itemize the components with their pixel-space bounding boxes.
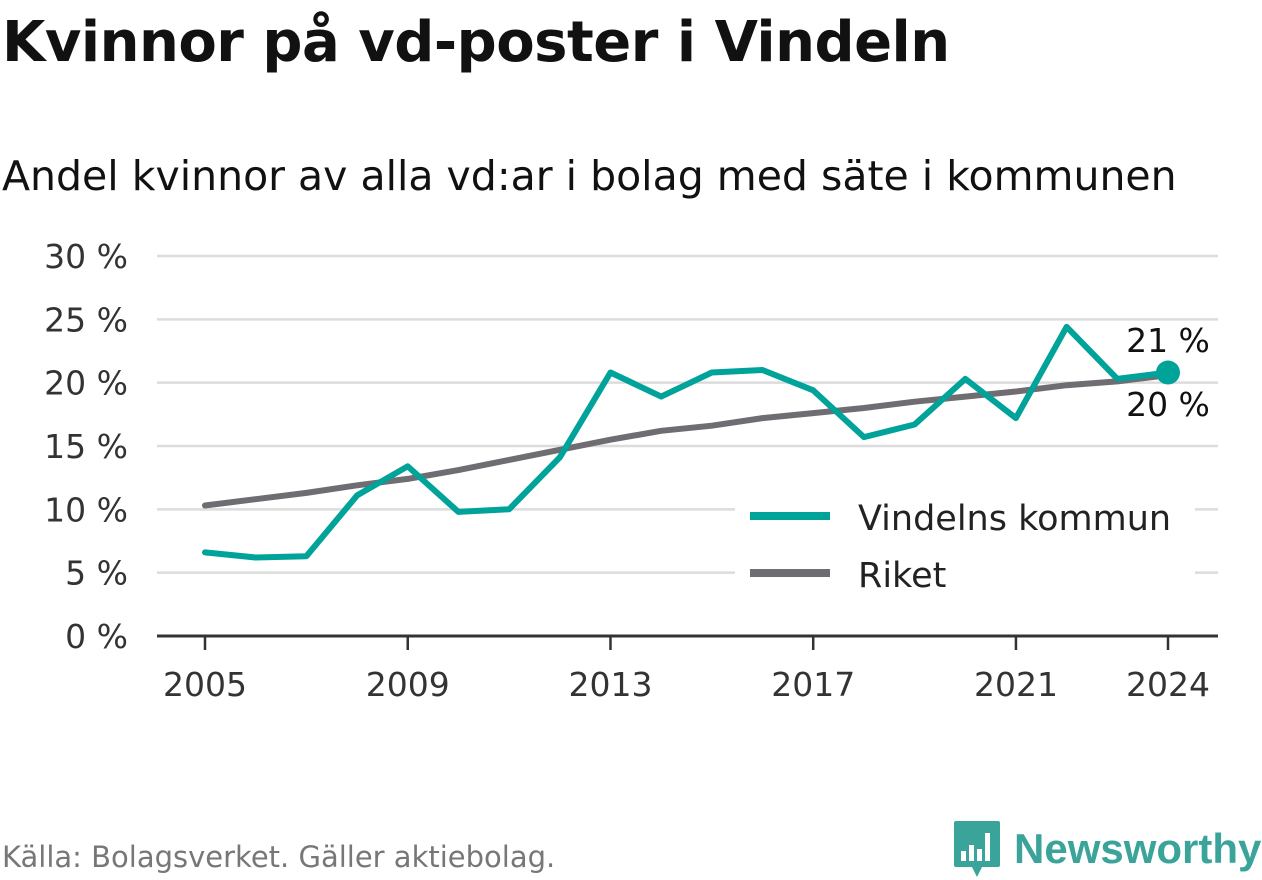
x-tick-label: 2009: [366, 665, 450, 704]
y-tick-label: 25 %: [44, 300, 128, 339]
y-tick-label: 0 %: [65, 617, 128, 656]
brand-logo: Newsworthy: [952, 818, 1261, 880]
series-lines: [202, 323, 1180, 561]
y-tick-label: 10 %: [44, 490, 128, 529]
legend-label-riket: Riket: [858, 556, 946, 596]
y-tick-label: 15 %: [44, 427, 128, 466]
brand-name: Newsworthy: [1014, 825, 1262, 872]
legend-label-vindeln: Vindelns kommun: [858, 499, 1171, 539]
legend: Vindelns kommun Riket: [735, 488, 1195, 608]
chart-subtitle: Andel kvinnor av alla vd:ar i bolag med …: [2, 152, 1177, 200]
legend-background: [735, 488, 1195, 608]
x-tick-label: 2005: [163, 665, 247, 704]
chart-title: Kvinnor på vd-poster i Vindeln: [2, 10, 950, 75]
x-tick-label: 2024: [1126, 665, 1210, 704]
y-tick-label: 20 %: [44, 364, 128, 403]
end-label-riket: 20 %: [1126, 385, 1210, 424]
y-axis-ticks: 0 % 5 % 10 % 15 % 20 % 25 % 30 %: [44, 237, 128, 656]
x-tick-label: 2013: [568, 665, 652, 704]
y-tick-label: 5 %: [65, 554, 128, 593]
x-tick-label: 2021: [974, 665, 1058, 704]
gridlines: [157, 254, 1218, 638]
series-line-riket: [202, 372, 1171, 509]
end-label-vindeln: 21 %: [1126, 321, 1210, 360]
newsworthy-logo-icon: [954, 821, 1000, 877]
x-axis-ticks: 2005 2009 2013 2017 2021 2024: [163, 636, 1210, 704]
y-tick-label: 30 %: [44, 237, 128, 276]
end-point-vindeln: [1156, 360, 1180, 385]
series-line-vindeln: [202, 323, 1171, 561]
end-labels: 21 % 20 %: [1126, 321, 1210, 424]
source-note: Källa: Bolagsverket. Gäller aktiebolag.: [2, 840, 556, 874]
x-tick-label: 2017: [771, 665, 855, 704]
